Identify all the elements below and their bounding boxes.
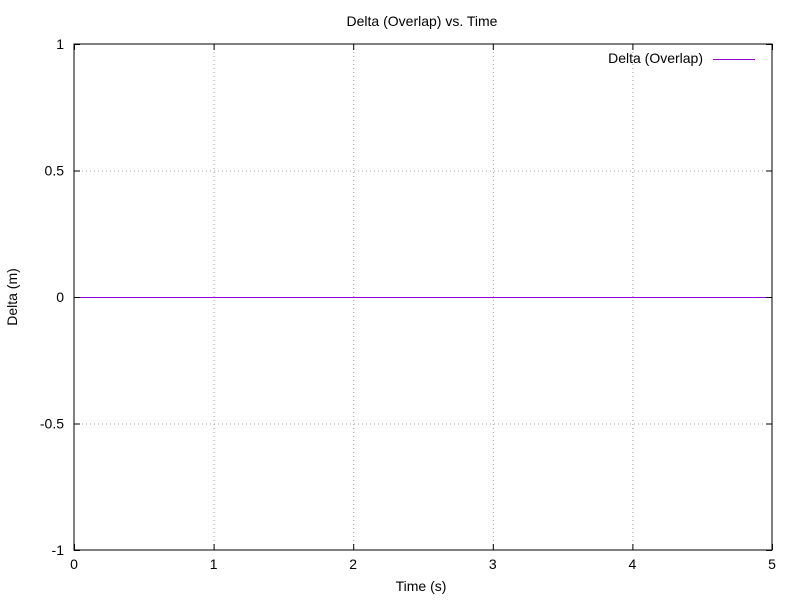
- x-tick-label: 5: [768, 556, 776, 572]
- legend: Delta (Overlap): [608, 50, 755, 66]
- y-tick-label: 0: [56, 289, 64, 305]
- legend-label: Delta (Overlap): [608, 50, 703, 66]
- x-tick-label: 4: [629, 556, 637, 572]
- x-tick-label: 3: [489, 556, 497, 572]
- y-tick-label: -0.5: [40, 416, 64, 432]
- x-tick-label: 2: [349, 556, 357, 572]
- x-tick-label: 0: [70, 556, 78, 572]
- y-axis-label: Delta (m): [4, 268, 20, 326]
- y-tick-label: -1: [52, 542, 65, 558]
- x-tick-label: 1: [210, 556, 218, 572]
- y-tick-label: 1: [56, 36, 64, 52]
- x-axis-label: Time (s): [396, 578, 447, 594]
- y-tick-label: 0.5: [45, 163, 65, 179]
- ticks: 0 1 2 3 4 5 -1 -0.5 0 0.5 1: [40, 36, 776, 572]
- chart-title: Delta (Overlap) vs. Time: [347, 13, 498, 29]
